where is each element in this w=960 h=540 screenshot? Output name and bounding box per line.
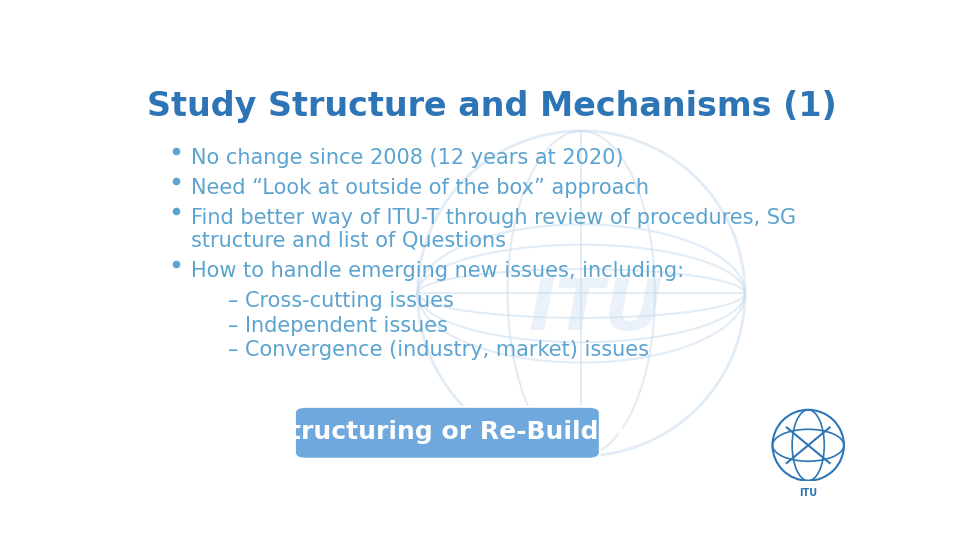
Text: Need “Look at outside of the box” approach: Need “Look at outside of the box” approa… [191,178,649,198]
Text: Study Structure and Mechanisms (1): Study Structure and Mechanisms (1) [147,90,837,123]
Text: Restructuring or Re-Building?: Restructuring or Re-Building? [238,420,657,443]
Text: – Cross-cutting issues: – Cross-cutting issues [228,291,454,310]
FancyBboxPatch shape [295,407,600,459]
Text: Find better way of ITU-T through review of procedures, SG: Find better way of ITU-T through review … [191,208,796,228]
Text: How to handle emerging new issues, including:: How to handle emerging new issues, inclu… [191,261,684,281]
Text: structure and list of Questions: structure and list of Questions [191,231,506,251]
Text: – Convergence (industry, market) issues: – Convergence (industry, market) issues [228,341,649,361]
Text: ITU: ITU [529,275,663,345]
Text: ITU: ITU [799,488,817,498]
Text: No change since 2008 (12 years at 2020): No change since 2008 (12 years at 2020) [191,148,623,168]
Text: – Independent issues: – Independent issues [228,315,448,335]
